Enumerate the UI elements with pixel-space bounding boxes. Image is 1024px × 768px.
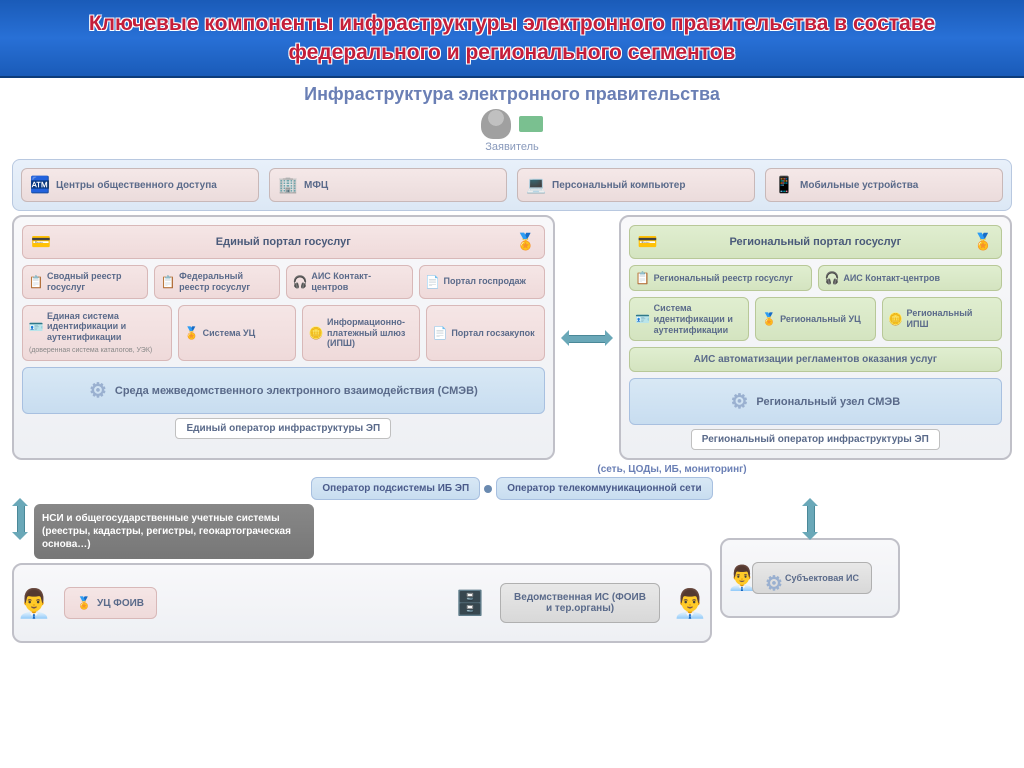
operator-telecom-box: Оператор телекоммуникационной сети	[496, 477, 712, 500]
consolidated-registry-box: 📋 Сводный реестр госуслуг	[22, 265, 148, 299]
main-diagram-area: 💳 Единый портал госуслуг 🏅 📋 Сводный рее…	[12, 215, 1012, 460]
operator-ib-box: Оператор подсистемы ИБ ЭП	[311, 477, 480, 500]
smev-arrow	[567, 215, 607, 460]
coins-icon: 🪙	[889, 312, 903, 326]
access-mobile-box: 📱 Мобильные устройства	[765, 168, 1003, 202]
dept-is-box: Ведомственная ИС (ФОИВ и тер.органы)	[500, 583, 660, 623]
ribbon-icon: 🏅	[185, 326, 199, 340]
regional-smev-bar: ⚙ Региональный узел СМЭВ	[629, 378, 1002, 425]
departmental-container: 👨‍💼 🏅 УЦ ФОИВ 🗄️ Ведомственная ИС (ФОИВ …	[12, 563, 712, 643]
access-mfc-label: МФЦ	[304, 180, 328, 191]
federal-segment: 💳 Единый портал госуслуг 🏅 📋 Сводный рее…	[12, 215, 555, 460]
federal-row-2: 🪪 Единая система идентификации и аутенти…	[22, 305, 545, 362]
goszakup-box: 📄 Портал госзакупок	[426, 305, 544, 362]
doc-icon: 📄	[426, 275, 440, 289]
doc-icon: 📄	[433, 326, 447, 340]
person-at-desk-icon: 👨‍💼	[24, 593, 44, 613]
applicant-label: Заявитель	[0, 141, 1024, 153]
system-uc-box: 🏅 Система УЦ	[178, 305, 296, 362]
regional-segment: 💳 Региональный портал госуслуг 🏅 📋 Регио…	[619, 215, 1012, 460]
building-icon: 🏢	[278, 175, 298, 195]
access-pc-label: Персональный компьютер	[552, 180, 685, 191]
regional-ipsh-box: 🪙 Региональный ИПШ	[882, 297, 1002, 341]
access-pc-box: 💻 Персональный компьютер	[517, 168, 755, 202]
ribbon-icon: 🏅	[973, 232, 993, 252]
regional-ais-contact-box: 🎧 АИС Контакт-центров	[818, 265, 1002, 291]
headset-icon: 🎧	[293, 275, 307, 289]
person-at-desk-icon: 👨‍💼	[680, 593, 700, 613]
person-at-desk-icon: 👨‍💼	[732, 568, 752, 588]
arrow-down-icon	[12, 504, 28, 534]
federal-portal-bar: 💳 Единый портал госуслуг 🏅	[22, 225, 545, 259]
access-centers-label: Центры общественного доступа	[56, 180, 217, 191]
applicant-block: Заявитель	[0, 107, 1024, 155]
operators-row: (сеть, ЦОДы, ИБ, мониторинг)	[12, 464, 1012, 475]
access-mfc-box: 🏢 МФЦ	[269, 168, 507, 202]
list-icon: 📋	[636, 271, 650, 285]
ais-automation-bar: АИС автоматизации регламентов оказания у…	[629, 347, 1002, 372]
gear-icon: ⚙	[89, 378, 107, 403]
mobile-icon: 📱	[774, 175, 794, 195]
ais-contact-box: 🎧 АИС Контакт-центров	[286, 265, 412, 299]
title-bar: Ключевые компоненты инфраструктуры элект…	[0, 0, 1024, 78]
coins-icon: 🪙	[309, 326, 323, 340]
regional-uc-box: 🏅 Региональный УЦ	[755, 297, 875, 341]
regional-row-2: 🪪 Система идентификации и аутентификации…	[629, 297, 1002, 341]
subject-is-box: ⚙ Субъектовая ИС	[752, 562, 872, 594]
card-icon: 💳	[31, 232, 51, 252]
regional-row-1: 📋 Региональный реестр госуслуг 🎧 АИС Кон…	[629, 265, 1002, 291]
federal-smev-bar: ⚙ Среда межведомственного электронного в…	[22, 367, 545, 414]
kiosk-icon: 🏧	[30, 175, 50, 195]
database-icon: 🗄️	[460, 593, 480, 613]
gear-icon: ⚙	[730, 389, 748, 414]
uc-foiv-box: 🏅 УЦ ФОИВ	[64, 587, 157, 619]
access-channels-row: 🏧 Центры общественного доступа 🏢 МФЦ 💻 П…	[12, 159, 1012, 211]
subject-container: 👨‍💼 ⚙ Субъектовая ИС	[720, 538, 900, 618]
ribbon-icon: 🏅	[516, 232, 536, 252]
arrow-down-icon	[802, 504, 818, 534]
access-mobile-label: Мобильные устройства	[800, 180, 918, 191]
bottom-area: НСИ и общегосударственные учетные систем…	[12, 504, 1012, 643]
access-centers-box: 🏧 Центры общественного доступа	[21, 168, 259, 202]
federal-row-1: 📋 Сводный реестр госуслуг 📋 Федеральный …	[22, 265, 545, 299]
id-icon: 🪪	[29, 320, 43, 334]
main-title: Ключевые компоненты инфраструктуры элект…	[20, 9, 1004, 68]
list-icon: 📋	[161, 275, 175, 289]
ipsh-box: 🪙 Информационно-платежный шлюз (ИПШ)	[302, 305, 420, 362]
subtitle: Инфраструктура электронного правительств…	[0, 78, 1024, 107]
operators-boxes: Оператор подсистемы ИБ ЭП Оператор телек…	[12, 477, 1012, 500]
id-icon: 🪪	[636, 312, 650, 326]
computer-icon: 💻	[526, 175, 546, 195]
gossales-box: 📄 Портал госпродаж	[419, 265, 545, 299]
nsi-box: НСИ и общегосударственные учетные систем…	[34, 504, 314, 559]
esia-box: 🪪 Единая система идентификации и аутенти…	[22, 305, 172, 362]
ribbon-icon: 🏅	[762, 312, 776, 326]
federal-registry-box: 📋 Федеральный реестр госуслуг	[154, 265, 280, 299]
card-icon	[519, 116, 543, 132]
federal-portal-label: Единый портал госуслуг	[59, 236, 508, 248]
regional-registry-box: 📋 Региональный реестр госуслуг	[629, 265, 813, 291]
list-icon: 📋	[29, 275, 43, 289]
regional-operator-label: Региональный оператор инфраструктуры ЭП	[691, 429, 940, 450]
person-icon	[481, 109, 511, 139]
network-label: (сеть, ЦОДы, ИБ, мониторинг)	[597, 464, 746, 475]
regional-portal-bar: 💳 Региональный портал госуслуг 🏅	[629, 225, 1002, 259]
regional-sia-box: 🪪 Система идентификации и аутентификации	[629, 297, 749, 341]
card-icon: 💳	[638, 232, 658, 252]
ribbon-icon: 🏅	[77, 596, 91, 610]
federal-operator-label: Единый оператор инфраструктуры ЭП	[175, 418, 391, 439]
regional-portal-label: Региональный портал госуслуг	[666, 236, 965, 248]
headset-icon: 🎧	[825, 271, 839, 285]
connector-dot	[484, 485, 492, 493]
gear-icon: ⚙	[765, 571, 779, 585]
